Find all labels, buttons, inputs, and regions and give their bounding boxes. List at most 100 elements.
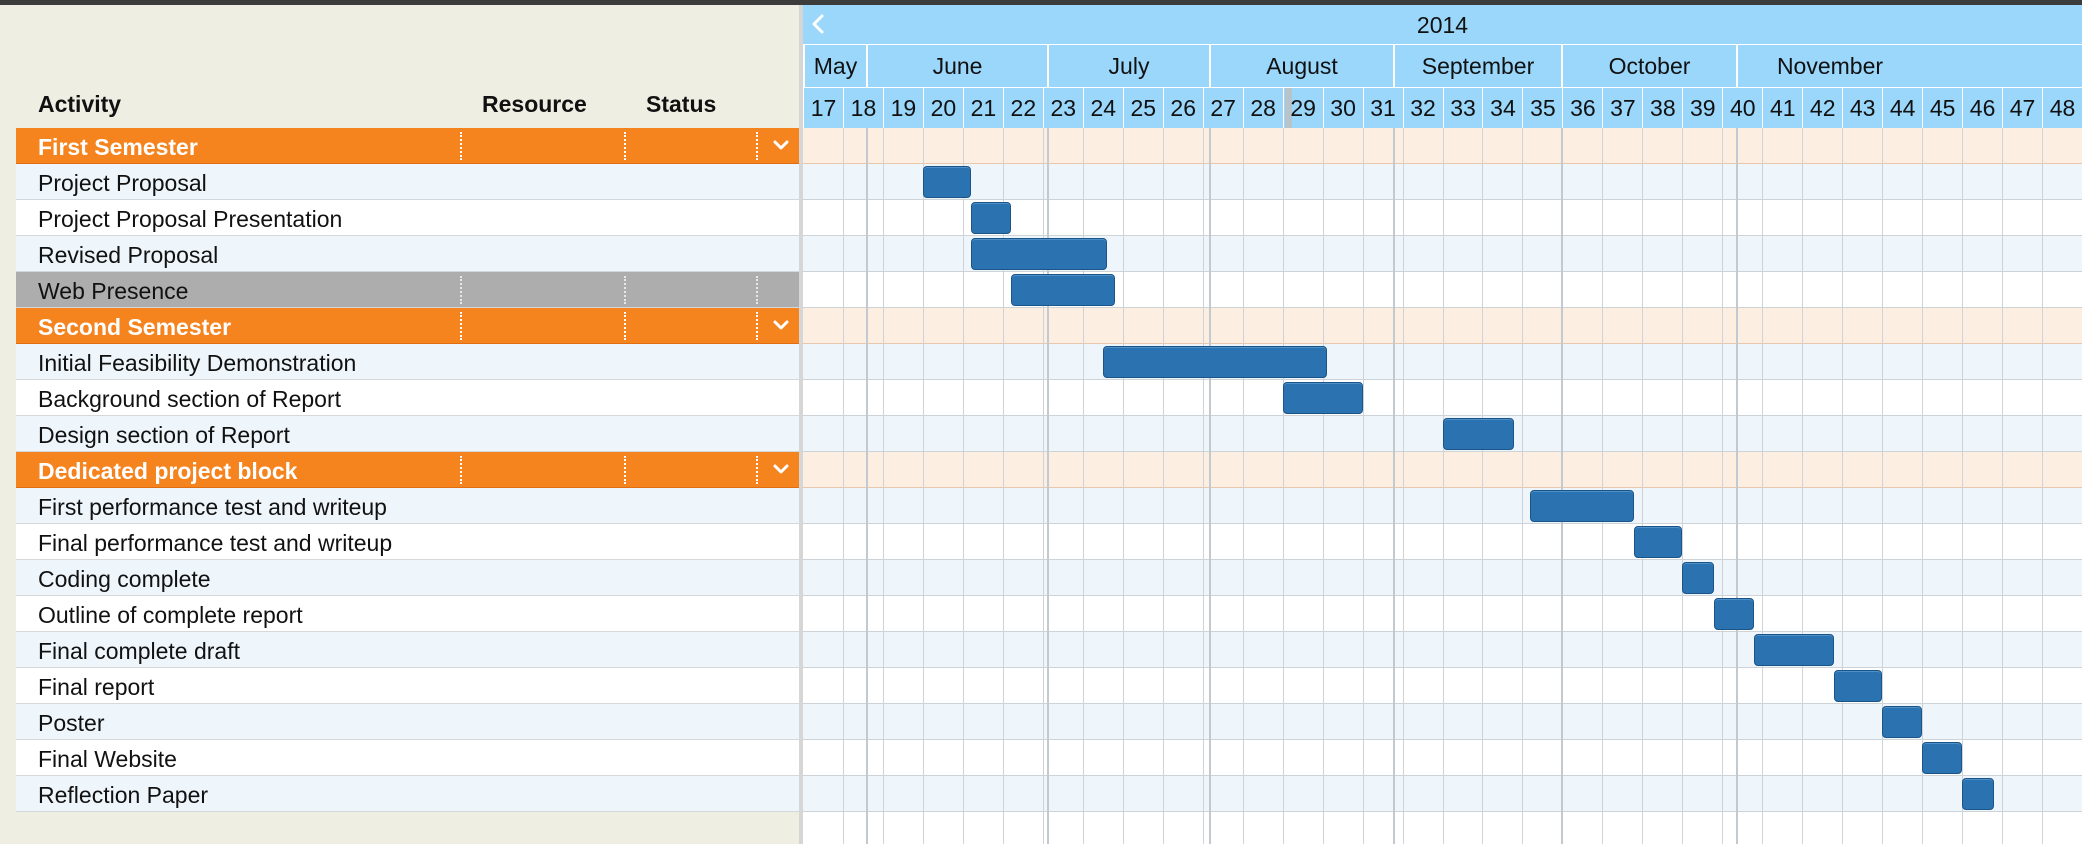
column-separator [460, 456, 462, 484]
task-bar[interactable] [1102, 346, 1327, 378]
week-label[interactable]: 34 [1482, 88, 1522, 129]
task-row[interactable]: Final complete draft [16, 632, 801, 668]
month-grid-line [1561, 128, 1563, 844]
week-label[interactable]: 45 [1922, 88, 1962, 129]
task-bar[interactable] [970, 202, 1011, 234]
column-separator [624, 312, 626, 340]
chevron-down-icon[interactable] [769, 133, 793, 157]
week-label[interactable]: 36 [1562, 88, 1602, 129]
task-label: Project Proposal Presentation [38, 206, 343, 232]
chevron-down-icon[interactable] [769, 313, 793, 337]
chevron-left-icon[interactable] [807, 11, 829, 37]
task-row[interactable]: Background section of Report [16, 380, 801, 416]
week-label[interactable]: 46 [1962, 88, 2002, 129]
task-row[interactable]: Final report [16, 668, 801, 704]
week-label[interactable]: 31 [1362, 88, 1403, 129]
grid-line [1322, 128, 1324, 844]
week-label[interactable]: 24 [1082, 88, 1123, 129]
gantt-grid [803, 128, 2082, 844]
task-row[interactable]: Final Website [16, 740, 801, 776]
task-bar[interactable] [1922, 742, 1963, 774]
task-bar[interactable] [1010, 274, 1115, 306]
task-bar[interactable] [1714, 598, 1755, 630]
column-header-status[interactable]: Status [646, 91, 717, 117]
task-bar[interactable] [1634, 526, 1683, 558]
grid-line [962, 128, 964, 844]
task-row[interactable]: Project Proposal Presentation [16, 200, 801, 236]
task-bar[interactable] [1682, 562, 1715, 594]
week-label[interactable]: 43 [1842, 88, 1882, 129]
grid-line [1122, 128, 1124, 844]
task-bar[interactable] [1754, 634, 1835, 666]
month-grid-line [1047, 128, 1049, 844]
task-bar[interactable] [1882, 706, 1923, 738]
week-label[interactable]: 47 [2002, 88, 2042, 129]
year-header: 2014 [803, 5, 2082, 44]
week-label[interactable]: 44 [1882, 88, 1922, 129]
column-header-activity[interactable]: Activity [38, 91, 122, 117]
task-row[interactable]: Revised Proposal [16, 236, 801, 272]
task-bar[interactable] [1530, 490, 1635, 522]
task-bar[interactable] [1282, 382, 1363, 414]
task-row[interactable]: First performance test and writeup [16, 488, 801, 524]
week-label[interactable]: 20 [922, 88, 963, 129]
week-label[interactable]: 25 [1122, 88, 1163, 129]
activity-grid: Activity Resource Status First Semester P… [0, 5, 803, 844]
task-row[interactable]: Design section of Report [16, 416, 801, 452]
week-label[interactable]: 18 [842, 88, 883, 129]
task-bar[interactable] [922, 166, 971, 198]
task-row[interactable]: Web Presence [16, 272, 801, 308]
week-label[interactable]: 38 [1642, 88, 1682, 129]
week-label[interactable]: 29 [1282, 88, 1323, 129]
week-label[interactable]: 40 [1722, 88, 1762, 129]
week-label[interactable]: 26 [1162, 88, 1203, 129]
task-row[interactable]: Poster [16, 704, 801, 740]
task-label: First performance test and writeup [38, 494, 387, 520]
task-row[interactable]: Final performance test and writeup [16, 524, 801, 560]
task-row[interactable]: Reflection Paper [16, 776, 801, 812]
task-bar[interactable] [1962, 778, 1995, 810]
week-label[interactable]: 32 [1402, 88, 1443, 129]
group-row[interactable]: First Semester [16, 128, 801, 164]
week-label[interactable]: 23 [1042, 88, 1083, 129]
task-row[interactable]: Coding complete [16, 560, 801, 596]
week-label[interactable]: 42 [1802, 88, 1842, 129]
panel-splitter[interactable] [799, 5, 803, 844]
grid-line [1922, 128, 1924, 844]
grid-line [1362, 128, 1364, 844]
week-label[interactable]: 30 [1322, 88, 1363, 129]
week-label[interactable]: 37 [1602, 88, 1642, 129]
group-row[interactable]: Second Semester [16, 308, 801, 344]
task-bar[interactable] [1834, 670, 1883, 702]
task-bar[interactable] [1442, 418, 1515, 450]
week-label[interactable]: 41 [1762, 88, 1802, 129]
week-label[interactable]: 27 [1202, 88, 1243, 129]
grid-line [1522, 128, 1524, 844]
task-bar[interactable] [970, 238, 1107, 270]
gantt-timeline: 2014 May June July August September October No… [803, 5, 2082, 844]
column-separator [460, 132, 462, 160]
week-label[interactable]: 33 [1442, 88, 1483, 129]
week-label[interactable]: 35 [1522, 88, 1562, 129]
week-label[interactable]: 28 [1242, 88, 1283, 129]
column-separator [756, 456, 758, 484]
task-row[interactable]: Initial Feasibility Demonstration [16, 344, 801, 380]
task-label: Project Proposal [38, 170, 207, 196]
week-label[interactable]: 19 [882, 88, 923, 129]
column-header-resource[interactable]: Resource [482, 91, 587, 117]
task-label: Design section of Report [38, 422, 290, 448]
month-grid-line [1209, 128, 1211, 844]
column-separator [624, 132, 626, 160]
week-label[interactable]: 22 [1002, 88, 1043, 129]
week-label[interactable]: 48 [2042, 88, 2082, 129]
task-label: Background section of Report [38, 386, 342, 412]
week-label[interactable]: 21 [962, 88, 1003, 129]
chevron-down-icon[interactable] [769, 457, 793, 481]
week-label[interactable]: 39 [1682, 88, 1722, 129]
column-separator [624, 276, 626, 304]
group-row[interactable]: Dedicated project block [16, 452, 801, 488]
task-row[interactable]: Project Proposal [16, 164, 801, 200]
grid-line [1482, 128, 1484, 844]
week-label[interactable]: 17 [803, 88, 843, 129]
task-row[interactable]: Outline of complete report [16, 596, 801, 632]
